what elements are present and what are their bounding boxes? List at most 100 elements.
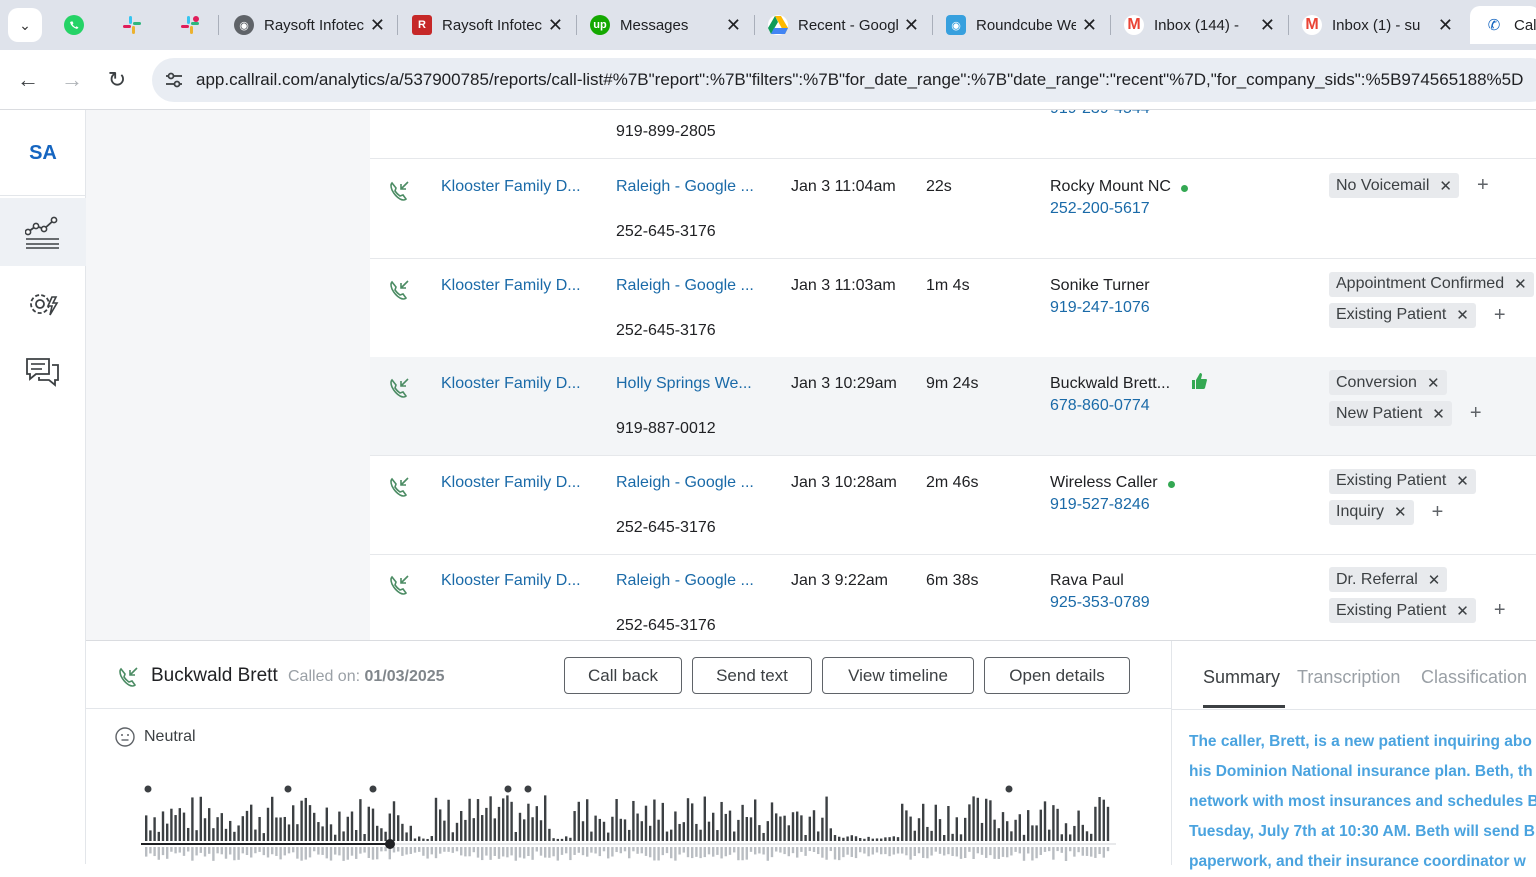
waveform-bar-agent (1048, 847, 1051, 852)
sidebar-item-automation[interactable] (0, 270, 86, 338)
sidebar-item-conversations[interactable] (0, 338, 86, 406)
add-tag-button[interactable]: + (1493, 599, 1506, 621)
waveform-bar (342, 831, 345, 841)
close-tab-icon[interactable]: ✕ (903, 15, 919, 35)
close-tab-icon[interactable]: ✕ (1081, 15, 1097, 35)
table-row[interactable]: Klooster Family D... Holly Springs We... 9… (370, 357, 1536, 456)
table-row[interactable]: Klooster Family D... Raleigh - Google ...… (370, 259, 1536, 358)
view-timeline-button[interactable]: View timeline (822, 657, 974, 694)
waveform-bar (510, 801, 513, 841)
back-button[interactable]: ← (14, 66, 42, 94)
waveform-marker[interactable] (284, 785, 292, 793)
caller-number[interactable]: 919-239-4544 (1050, 110, 1150, 118)
remove-tag-icon[interactable]: ✕ (1456, 307, 1469, 324)
caller-number[interactable]: 919-527-8246 (1050, 495, 1150, 513)
reload-button[interactable]: ↻ (103, 66, 131, 94)
waveform-bar (842, 837, 845, 841)
company-link[interactable]: Klooster Family D... (441, 276, 581, 294)
browser-tab[interactable]: M Inbox (1) - su ✕ (1288, 6, 1463, 44)
source-link[interactable]: Holly Springs We... (616, 375, 752, 392)
company-link[interactable]: Klooster Family D... (441, 473, 581, 491)
source-link[interactable]: Raleigh - Google ... (616, 178, 754, 195)
browser-tab[interactable]: ◉ Roundcube Webmail ✕ (932, 6, 1107, 44)
waveform-bar-agent (682, 847, 685, 853)
browser-tab[interactable]: Recent - Google Drive ✕ (754, 6, 929, 44)
tab-search-button[interactable]: ⌄ (8, 8, 42, 42)
forward-button[interactable]: → (58, 66, 86, 94)
waveform-marker[interactable] (1005, 785, 1013, 793)
browser-tab[interactable]: R Raysoft Infotech ✕ (398, 6, 573, 44)
waveform-bar-agent (418, 847, 421, 852)
remove-tag-icon[interactable]: ✕ (1394, 504, 1407, 521)
caller-number[interactable]: 252-200-5617 (1050, 200, 1150, 217)
call-back-button[interactable]: Call back (564, 657, 682, 694)
waveform-marker[interactable] (504, 785, 512, 793)
remove-tag-icon[interactable]: ✕ (1456, 602, 1469, 620)
waveform-bar-agent (413, 847, 417, 853)
slack-pinned-tab-2[interactable] (174, 9, 206, 41)
add-tag-button[interactable]: + (1469, 402, 1482, 424)
remove-tag-icon[interactable]: ✕ (1427, 571, 1441, 589)
site-settings-icon[interactable] (162, 68, 186, 92)
waveform-bar-agent (783, 847, 786, 855)
browser-tab[interactable]: up Messages ✕ (576, 6, 751, 44)
waveform-marker[interactable] (369, 785, 377, 793)
add-tag-button[interactable]: + (1431, 500, 1444, 523)
close-tab-icon[interactable]: ✕ (369, 15, 385, 35)
browser-tab[interactable]: M Inbox (144) - ✕ (1110, 6, 1285, 44)
waveform-bar (413, 838, 417, 841)
waveform-bar (1048, 829, 1051, 841)
remove-tag-icon[interactable]: ✕ (1439, 177, 1452, 195)
waveform-bar (850, 835, 853, 841)
whatsapp-pinned-tab[interactable] (58, 9, 90, 41)
slack-pinned-tab[interactable] (116, 9, 148, 41)
caller-number[interactable]: 678-860-0774 (1050, 397, 1150, 414)
add-tag-button[interactable]: + (1493, 303, 1506, 326)
waveform-bar (493, 818, 496, 841)
open-details-button[interactable]: Open details (984, 657, 1130, 694)
send-text-button[interactable]: Send text (692, 657, 812, 694)
waveform-bar-agent (674, 847, 677, 861)
tab-summary[interactable]: Summary (1203, 667, 1281, 687)
add-tag-button[interactable]: + (1476, 174, 1489, 196)
caller-number[interactable]: 925-353-0789 (1050, 594, 1150, 611)
browser-tab-active[interactable]: ✆ Call (1470, 6, 1536, 44)
waveform-bar-agent (363, 847, 366, 853)
tab-transcription[interactable]: Transcription (1297, 667, 1401, 687)
waveform-marker[interactable] (144, 785, 152, 793)
waveform-bar (917, 818, 921, 841)
waveform-bar (1001, 812, 1005, 841)
caller-number[interactable]: 919-247-1076 (1050, 298, 1150, 316)
remove-tag-icon[interactable]: ✕ (1456, 473, 1469, 490)
company-link[interactable]: Klooster Family D... (441, 572, 581, 589)
account-initials[interactable]: SA (29, 142, 57, 164)
table-row[interactable]: Klooster Family D... Raleigh - Google ...… (370, 554, 1536, 640)
remove-tag-icon[interactable]: ✕ (1514, 276, 1527, 293)
waveform-marker[interactable] (524, 785, 532, 793)
address-bar[interactable]: app.callrail.com/analytics/a/537900785/r… (152, 58, 1536, 102)
close-tab-icon[interactable]: ✕ (547, 15, 563, 35)
waveform-bar-agent (842, 847, 845, 858)
playhead-handle[interactable] (385, 839, 395, 849)
waveform-bar (241, 816, 244, 841)
close-tab-icon[interactable]: ✕ (1437, 15, 1453, 35)
table-row[interactable]: Klooster Family D... Raleigh - Google ...… (370, 160, 1536, 259)
waveform-bar (598, 818, 601, 841)
browser-tab[interactable]: ◉ Raysoft Infotech ✕ (220, 6, 395, 44)
close-tab-icon[interactable]: ✕ (1259, 15, 1275, 35)
audio-waveform[interactable] (141, 781, 1116, 865)
remove-tag-icon[interactable]: ✕ (1426, 374, 1440, 392)
waveform-bar-agent (392, 847, 396, 853)
table-row[interactable]: 919-899-2805 919-239-4544 (370, 110, 1536, 159)
url-text[interactable]: app.callrail.com/analytics/a/537900785/r… (196, 70, 1524, 89)
close-tab-icon[interactable]: ✕ (725, 15, 741, 35)
table-row[interactable]: Klooster Family D... Raleigh - Google ...… (370, 456, 1536, 555)
source-link[interactable]: Raleigh - Google ... (616, 473, 754, 491)
company-link[interactable]: Klooster Family D... (441, 178, 581, 195)
sidebar-item-analytics[interactable] (0, 198, 86, 266)
source-link[interactable]: Raleigh - Google ... (616, 276, 754, 294)
source-link[interactable]: Raleigh - Google ... (616, 572, 754, 589)
remove-tag-icon[interactable]: ✕ (1432, 405, 1445, 423)
company-link[interactable]: Klooster Family D... (441, 375, 581, 392)
tab-classification[interactable]: Classification (1421, 667, 1528, 687)
